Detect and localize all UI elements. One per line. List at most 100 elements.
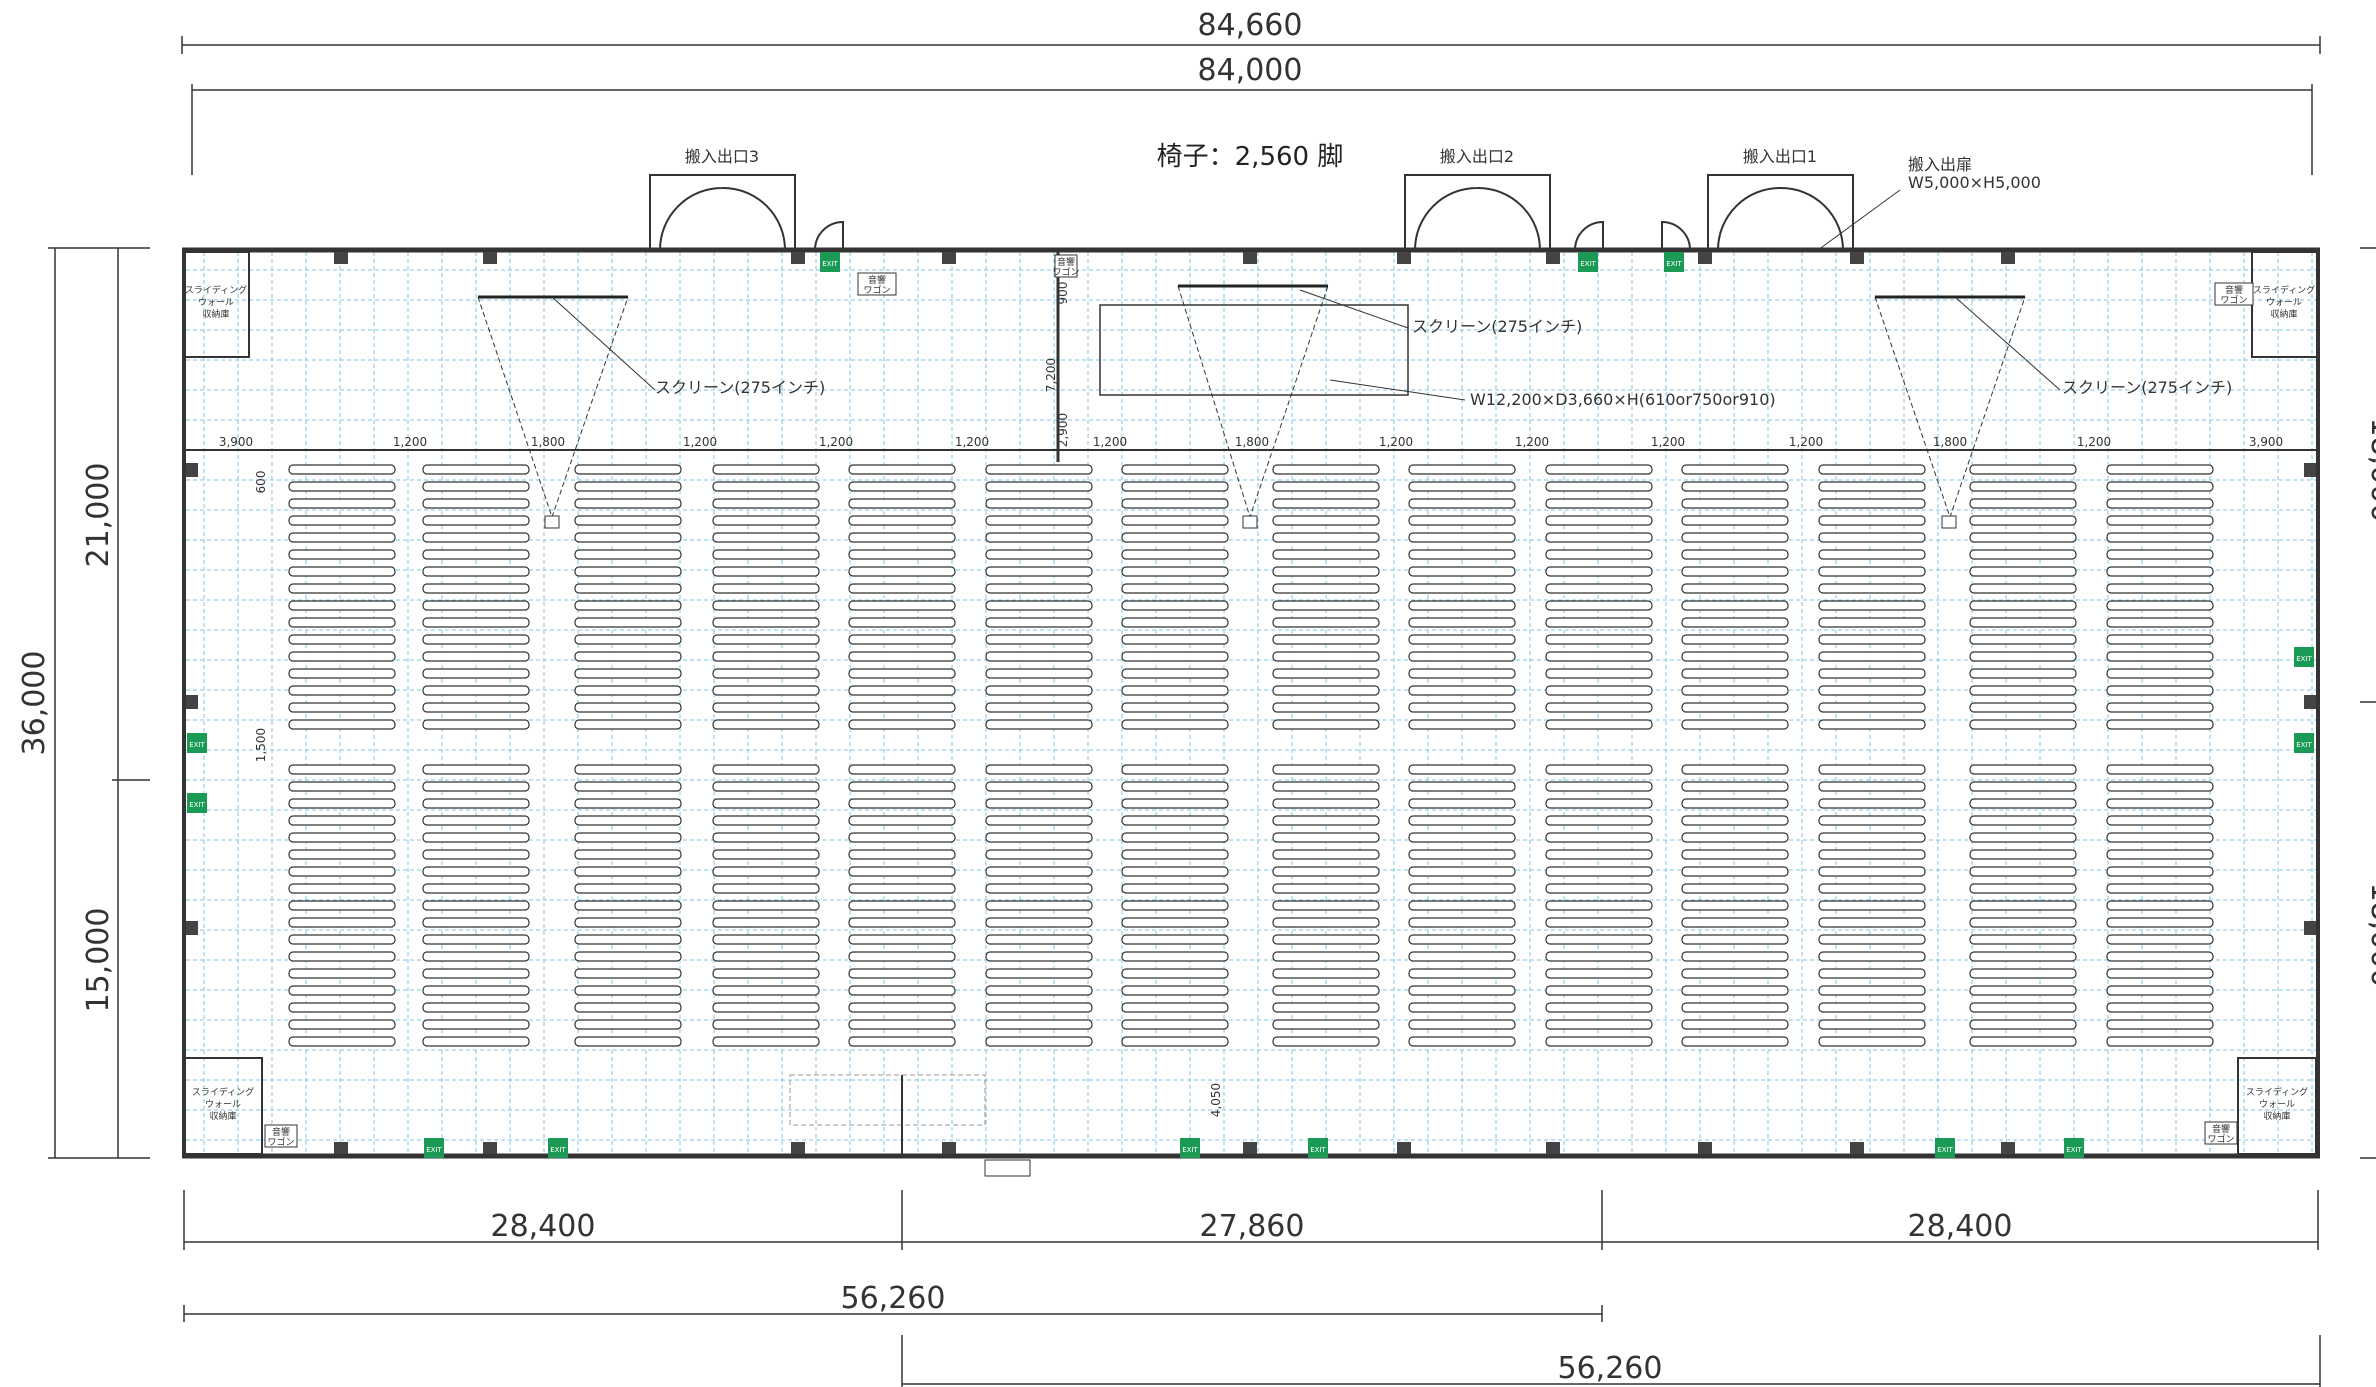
seat-row (574, 849, 682, 860)
seat-row (712, 951, 820, 962)
seat-row (1272, 883, 1380, 894)
seat-row (422, 498, 530, 509)
seat-row (288, 900, 396, 911)
seat-row (1272, 1002, 1380, 1013)
column (1243, 1142, 1257, 1154)
seat-row (2106, 685, 2214, 696)
seat-row (574, 617, 682, 628)
seat-row (1408, 1036, 1516, 1047)
seat-row (1121, 634, 1229, 645)
column (1850, 1142, 1864, 1154)
seat-row (574, 781, 682, 792)
seat-row (2106, 883, 2214, 894)
seat-row (1408, 515, 1516, 526)
seat-row (1121, 549, 1229, 560)
storage-tl-3: 収納庫 (202, 308, 229, 320)
column (1397, 1142, 1411, 1154)
seat-row (574, 815, 682, 826)
dim-right-upper: 18,000 (2364, 418, 2376, 523)
seat-row (1408, 566, 1516, 577)
seat-row (2106, 600, 2214, 611)
seat-row (1408, 815, 1516, 826)
dim-front-gap: 4,050 (1209, 1083, 1223, 1117)
seat-row (1969, 934, 2077, 945)
seat-row (1969, 866, 2077, 877)
seat-row (1121, 702, 1229, 713)
seat-row (1408, 781, 1516, 792)
seat-row (1121, 685, 1229, 696)
seat-row (288, 883, 396, 894)
seat-row (1545, 464, 1653, 475)
column (791, 252, 805, 264)
seat-row (422, 651, 530, 662)
column (1698, 252, 1712, 264)
seat-row (288, 849, 396, 860)
seat-row (1545, 934, 1653, 945)
seat-row (1969, 668, 2077, 679)
seat-row (985, 702, 1093, 713)
seat-row (288, 917, 396, 928)
seat-row (288, 668, 396, 679)
seat-row (1818, 651, 1926, 662)
seat-row (1408, 481, 1516, 492)
structural-columns (186, 252, 2316, 1154)
seat-row (985, 968, 1093, 979)
seat-row (1681, 498, 1789, 509)
seat-row (2106, 481, 2214, 492)
seat-row (1408, 583, 1516, 594)
seat-row (1681, 685, 1789, 696)
seat-row (1121, 832, 1229, 843)
column (942, 1142, 956, 1154)
seat-row (985, 917, 1093, 928)
seat-row (1818, 634, 1926, 645)
seat-row (422, 617, 530, 628)
seat-row (1121, 566, 1229, 577)
seat-row (848, 1036, 956, 1047)
seat-row (288, 651, 396, 662)
seat-row (712, 634, 820, 645)
seat-row (1408, 1019, 1516, 1030)
seat-row (422, 566, 530, 577)
exit-sign-icon (187, 733, 207, 753)
seat-row (1272, 832, 1380, 843)
seat-row (1969, 549, 2077, 560)
seat-row (1272, 702, 1380, 713)
seat-row (1408, 764, 1516, 775)
wagon-label-c-2: ワゴン (2220, 294, 2247, 306)
seat-row (1408, 617, 1516, 628)
seat-row (288, 481, 396, 492)
seat-row (288, 617, 396, 628)
seat-row (1681, 764, 1789, 775)
seat-row (1408, 702, 1516, 713)
seat-row (848, 634, 956, 645)
column (334, 252, 348, 264)
seat-row (712, 651, 820, 662)
seat-row (2106, 798, 2214, 809)
seat-row (1121, 668, 1229, 679)
seat-row (422, 1002, 530, 1013)
seat-row (1818, 583, 1926, 594)
seat-row (288, 1036, 396, 1047)
seat-row (1681, 917, 1789, 928)
seat-row (574, 917, 682, 928)
dimension-lines (48, 36, 2376, 1387)
seat-row (422, 532, 530, 543)
seat-row (1818, 781, 1926, 792)
seat-row (1545, 832, 1653, 843)
exit-sign-icon (820, 252, 840, 272)
seat-row (1681, 883, 1789, 894)
screen-left-label: スクリーン(275インチ) (655, 378, 825, 397)
seat-row (985, 985, 1093, 996)
seat-row (1272, 798, 1380, 809)
seat-row (1818, 764, 1926, 775)
seat-row (712, 764, 820, 775)
seat-row (2106, 515, 2214, 526)
seat-row (848, 617, 956, 628)
seat-row (1969, 515, 2077, 526)
seat-row (2106, 849, 2214, 860)
seat-row (2106, 815, 2214, 826)
seat-row (1272, 900, 1380, 911)
seat-row (1272, 498, 1380, 509)
seat-row (848, 515, 956, 526)
exit-sign-text: EXIT (2296, 655, 2312, 663)
